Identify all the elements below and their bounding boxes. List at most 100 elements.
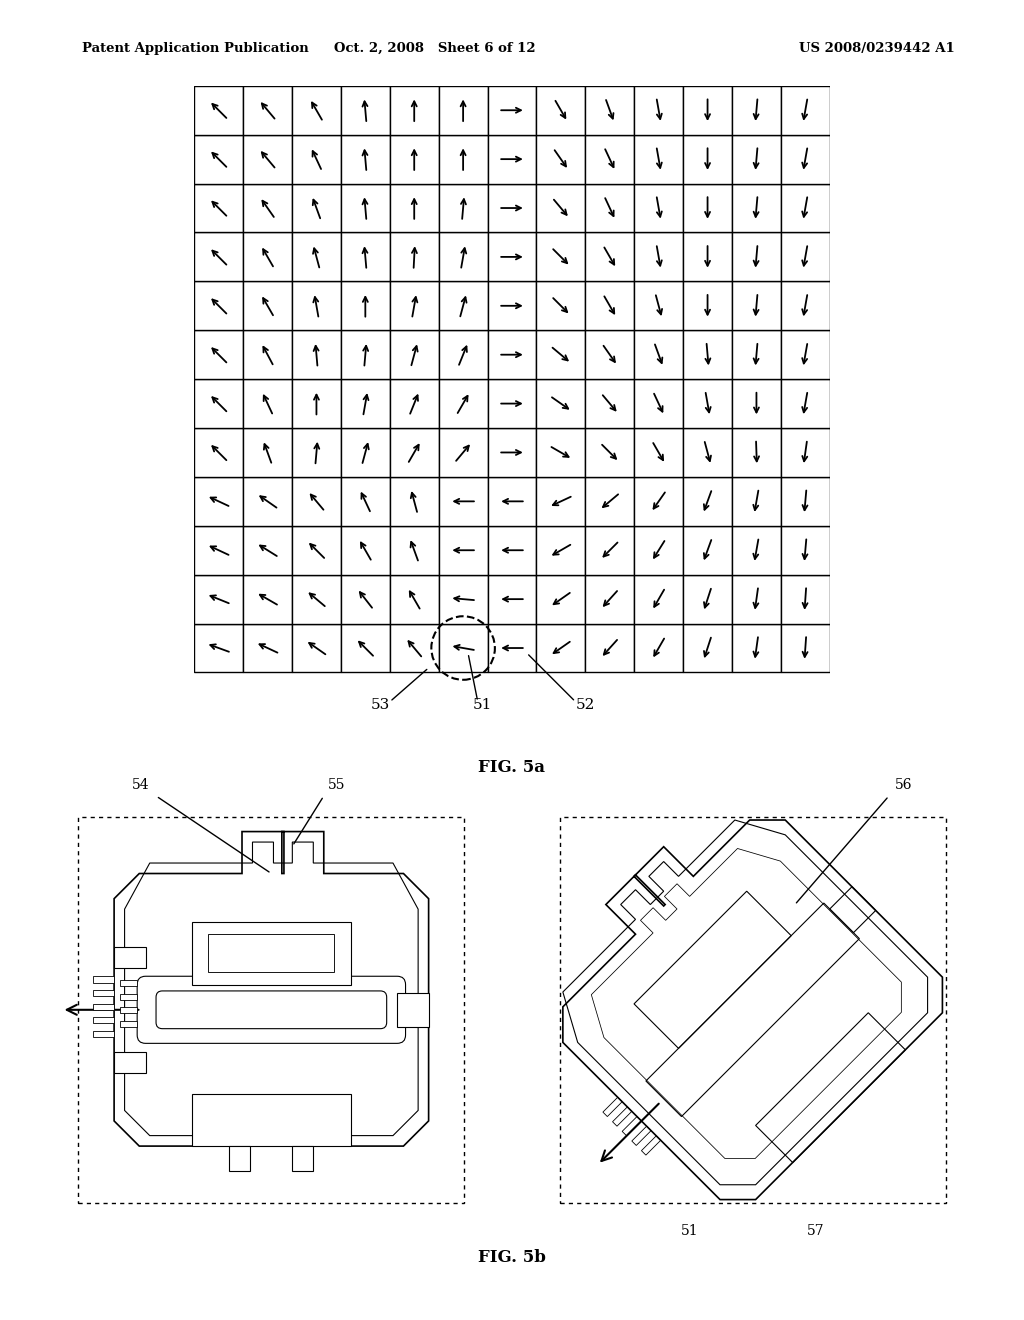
Bar bbox=[341, 574, 390, 623]
Bar bbox=[191, 921, 351, 985]
Bar bbox=[438, 623, 487, 672]
Bar bbox=[487, 379, 537, 428]
Bar bbox=[292, 477, 341, 525]
Bar bbox=[93, 1003, 114, 1010]
Bar bbox=[121, 994, 137, 999]
Bar bbox=[390, 183, 438, 232]
Bar bbox=[243, 428, 292, 477]
Text: 53: 53 bbox=[371, 698, 389, 711]
Bar bbox=[634, 623, 683, 672]
Bar bbox=[243, 232, 292, 281]
Text: Oct. 2, 2008   Sheet 6 of 12: Oct. 2, 2008 Sheet 6 of 12 bbox=[335, 42, 536, 55]
Text: 54: 54 bbox=[132, 777, 150, 792]
Bar bbox=[732, 574, 781, 623]
Bar bbox=[634, 183, 683, 232]
Bar bbox=[683, 525, 732, 574]
Bar bbox=[292, 281, 341, 330]
Bar bbox=[390, 86, 438, 135]
Bar bbox=[586, 330, 634, 379]
Bar bbox=[487, 135, 537, 183]
Bar bbox=[634, 135, 683, 183]
Text: 52: 52 bbox=[575, 698, 595, 711]
Bar bbox=[683, 574, 732, 623]
Bar bbox=[243, 623, 292, 672]
Bar bbox=[586, 281, 634, 330]
Bar bbox=[781, 183, 829, 232]
Bar bbox=[487, 477, 537, 525]
Text: 55: 55 bbox=[328, 777, 345, 792]
Bar bbox=[732, 281, 781, 330]
Bar bbox=[438, 135, 487, 183]
Bar bbox=[438, 525, 487, 574]
Bar bbox=[341, 86, 390, 135]
Bar bbox=[537, 379, 586, 428]
Bar bbox=[195, 135, 243, 183]
FancyBboxPatch shape bbox=[137, 977, 406, 1043]
Bar bbox=[341, 135, 390, 183]
Bar bbox=[586, 574, 634, 623]
Bar bbox=[390, 477, 438, 525]
Bar bbox=[586, 379, 634, 428]
Bar bbox=[390, 428, 438, 477]
Bar bbox=[390, 379, 438, 428]
Bar bbox=[586, 477, 634, 525]
Bar bbox=[487, 86, 537, 135]
FancyBboxPatch shape bbox=[79, 817, 464, 1203]
Bar bbox=[341, 623, 390, 672]
Bar bbox=[438, 574, 487, 623]
Bar bbox=[732, 623, 781, 672]
Bar bbox=[341, 232, 390, 281]
Bar bbox=[243, 135, 292, 183]
Bar bbox=[781, 135, 829, 183]
Bar bbox=[732, 330, 781, 379]
Bar bbox=[341, 379, 390, 428]
Bar bbox=[537, 232, 586, 281]
Text: Patent Application Publication: Patent Application Publication bbox=[82, 42, 308, 55]
Bar bbox=[683, 477, 732, 525]
Bar bbox=[121, 1020, 137, 1027]
Bar bbox=[292, 428, 341, 477]
Bar bbox=[781, 525, 829, 574]
Bar bbox=[732, 428, 781, 477]
Bar bbox=[732, 86, 781, 135]
Bar bbox=[487, 623, 537, 672]
Bar bbox=[732, 525, 781, 574]
Bar bbox=[487, 330, 537, 379]
Bar bbox=[438, 477, 487, 525]
Bar bbox=[93, 1031, 114, 1038]
Bar bbox=[586, 623, 634, 672]
Bar bbox=[537, 623, 586, 672]
Bar bbox=[537, 183, 586, 232]
Bar bbox=[341, 330, 390, 379]
Bar bbox=[683, 428, 732, 477]
Bar bbox=[292, 623, 341, 672]
Bar bbox=[487, 428, 537, 477]
Bar bbox=[292, 232, 341, 281]
Bar bbox=[781, 232, 829, 281]
Bar bbox=[438, 330, 487, 379]
Bar bbox=[292, 574, 341, 623]
Bar bbox=[292, 379, 341, 428]
Bar bbox=[121, 979, 137, 986]
Text: 51: 51 bbox=[473, 698, 493, 711]
Bar bbox=[341, 525, 390, 574]
Bar bbox=[634, 281, 683, 330]
Bar bbox=[243, 525, 292, 574]
Bar bbox=[537, 477, 586, 525]
Bar bbox=[195, 379, 243, 428]
Bar bbox=[292, 1146, 313, 1171]
Bar bbox=[487, 525, 537, 574]
Bar bbox=[438, 86, 487, 135]
Bar bbox=[781, 574, 829, 623]
Bar bbox=[487, 574, 537, 623]
Bar bbox=[93, 1018, 114, 1023]
Bar bbox=[209, 935, 334, 972]
Bar bbox=[341, 281, 390, 330]
Bar bbox=[634, 379, 683, 428]
Bar bbox=[732, 135, 781, 183]
Bar bbox=[537, 135, 586, 183]
Bar bbox=[732, 232, 781, 281]
Bar bbox=[537, 281, 586, 330]
Bar bbox=[586, 86, 634, 135]
Bar bbox=[487, 281, 537, 330]
